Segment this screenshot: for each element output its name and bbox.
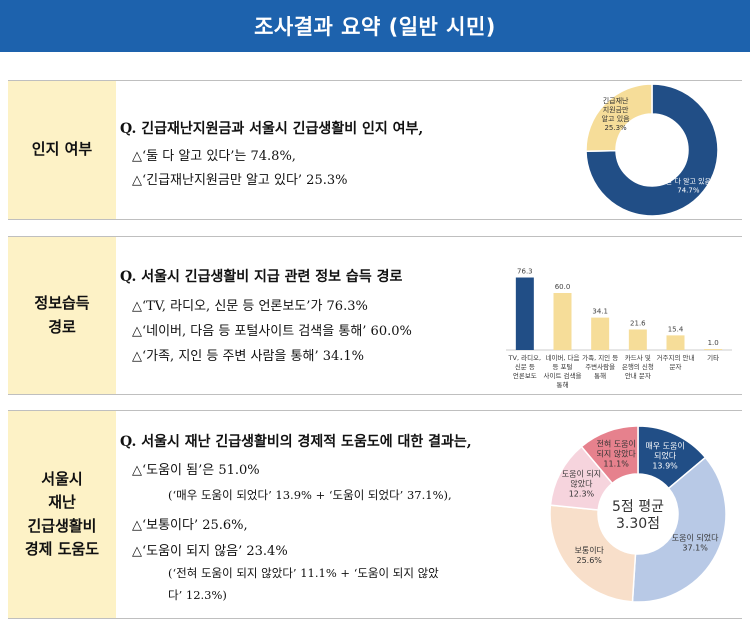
slice-label: 보통이다 25.6% bbox=[574, 545, 604, 565]
bar-value-label: 60.0 bbox=[555, 283, 571, 291]
section-content: Q. 긴급재난지원금과 서울시 긴급생활비 인지 여부, △‘둘 다 알고 있다… bbox=[118, 81, 508, 219]
finding-line: △‘네이버, 다음 등 포털사이트 검색을 통해’ 60.0% bbox=[132, 324, 412, 339]
info-source-bar-chart: 76.3 TV, 라디오, 신문 등 언론보도 60.0 네이버, 다음 등 포털 사이트 검… bbox=[506, 268, 732, 389]
slice-label: 전혀 도움이 되지 않았다 11.1% bbox=[596, 439, 636, 469]
slice-label: 도움이 되지 않았다 12.3% bbox=[562, 469, 601, 499]
finding-line: △‘둘 다 알고 있다’는 74.8%, bbox=[132, 149, 296, 164]
finding-line: △‘도움이 됨’은 51.0% bbox=[132, 463, 260, 478]
finding-detail: (‘매우 도움이 되었다’ 13.9% + ‘도움이 되었다’ 37.1%), bbox=[168, 488, 452, 502]
section-label: 서울시 재난 긴급생활비 경제 도움도 bbox=[8, 411, 116, 618]
bar bbox=[704, 349, 723, 350]
section-content: Q. 서울시 재난 긴급생활비의 경제적 도움도에 대한 결과는, △‘도움이 … bbox=[118, 411, 508, 618]
donut-slice bbox=[631, 456, 727, 603]
slice-label: 둘 다 알고 있음 74.7% bbox=[666, 177, 712, 195]
bar-value-label: 21.6 bbox=[630, 319, 646, 327]
section-content: Q. 서울시 긴급생활비 지급 관련 정보 습득 경로 △‘TV, 라디오, 신… bbox=[118, 237, 508, 394]
finding-detail: 다’ 12.3%) bbox=[168, 588, 227, 602]
section-label: 정보습득 경로 bbox=[8, 237, 116, 394]
bar-value-label: 76.3 bbox=[517, 268, 533, 276]
donut-slice bbox=[549, 504, 637, 603]
category-label: 가족, 지인 등 주변사람을 통해 bbox=[582, 353, 618, 380]
section-info-source: 정보습득 경로 Q. 서울시 긴급생활비 지급 관련 정보 습득 경로 △‘TV… bbox=[8, 236, 742, 395]
category-label: 카드사 및 은행의 신청 안내 문자 bbox=[622, 353, 654, 380]
bar bbox=[553, 293, 572, 350]
question-text: Q. 서울시 재난 긴급생활비의 경제적 도움도에 대한 결과는, bbox=[120, 434, 472, 450]
bar bbox=[591, 317, 610, 350]
finding-line: △‘도움이 되지 않음’ 23.4% bbox=[132, 544, 288, 559]
category-label: 네이버, 다음 등 포털 사이트 검색을 통해 bbox=[544, 353, 582, 389]
bar bbox=[515, 277, 534, 350]
section-economic-help: 서울시 재난 긴급생활비 경제 도움도 Q. 서울시 재난 긴급생활비의 경제적… bbox=[8, 410, 742, 619]
bar-value-label: 1.0 bbox=[708, 339, 719, 347]
donut-slice bbox=[580, 425, 639, 485]
bar-value-label: 34.1 bbox=[592, 308, 608, 316]
question-text: Q. 서울시 긴급생활비 지급 관련 정보 습득 경로 bbox=[120, 269, 403, 285]
bar bbox=[628, 329, 647, 350]
donut-slice bbox=[585, 83, 719, 217]
donut-center-label: 5점 평균 3.30점 bbox=[612, 499, 664, 532]
finding-line: △‘TV, 라디오, 신문 등 언론보도’가 76.3% bbox=[132, 299, 368, 314]
category-label: TV, 라디오, 신문 등 언론보도 bbox=[508, 353, 542, 380]
finding-line: △‘가족, 지인 등 주변 사람을 통해’ 34.1% bbox=[132, 349, 365, 364]
awareness-donut-chart: 둘 다 알고 있음 74.7% 긴급재난 지원금만 알고 있음 25.3% bbox=[585, 83, 719, 217]
finding-detail: (‘전혀 도움이 되지 않았다’ 11.1% + ‘도움이 되지 않았 bbox=[168, 566, 439, 580]
bar-value-label: 15.4 bbox=[668, 325, 684, 333]
section-label: 인지 여부 bbox=[8, 81, 116, 219]
finding-line: △‘보통이다’ 25.6%, bbox=[132, 518, 248, 533]
section-awareness: 인지 여부 Q. 긴급재난지원금과 서울시 긴급생활비 인지 여부, △‘둘 다… bbox=[8, 80, 742, 220]
question-text: Q. 긴급재난지원금과 서울시 긴급생활비 인지 여부, bbox=[120, 121, 424, 137]
finding-line: △‘긴급재난지원금만 알고 있다’ 25.3% bbox=[132, 173, 348, 188]
slice-label: 도움이 되었다 37.1% bbox=[672, 533, 719, 553]
economic-help-donut-chart: 매우 도움이 되었다 13.9% 도움이 되었다 37.1% 보통이다 25.6% 도움이 되… bbox=[549, 425, 727, 603]
donut-slice bbox=[585, 83, 653, 153]
slice-label: 긴급재난 지원금만 알고 있음 25.3% bbox=[602, 96, 631, 132]
category-label: 기타 bbox=[707, 353, 719, 362]
page-title: 조사결과 요약 (일반 시민) bbox=[0, 0, 750, 52]
bar bbox=[666, 335, 685, 350]
slice-label: 매우 도움이 되었다 13.9% bbox=[645, 441, 684, 471]
category-label: 거주지의 안내 문자 bbox=[657, 353, 695, 371]
